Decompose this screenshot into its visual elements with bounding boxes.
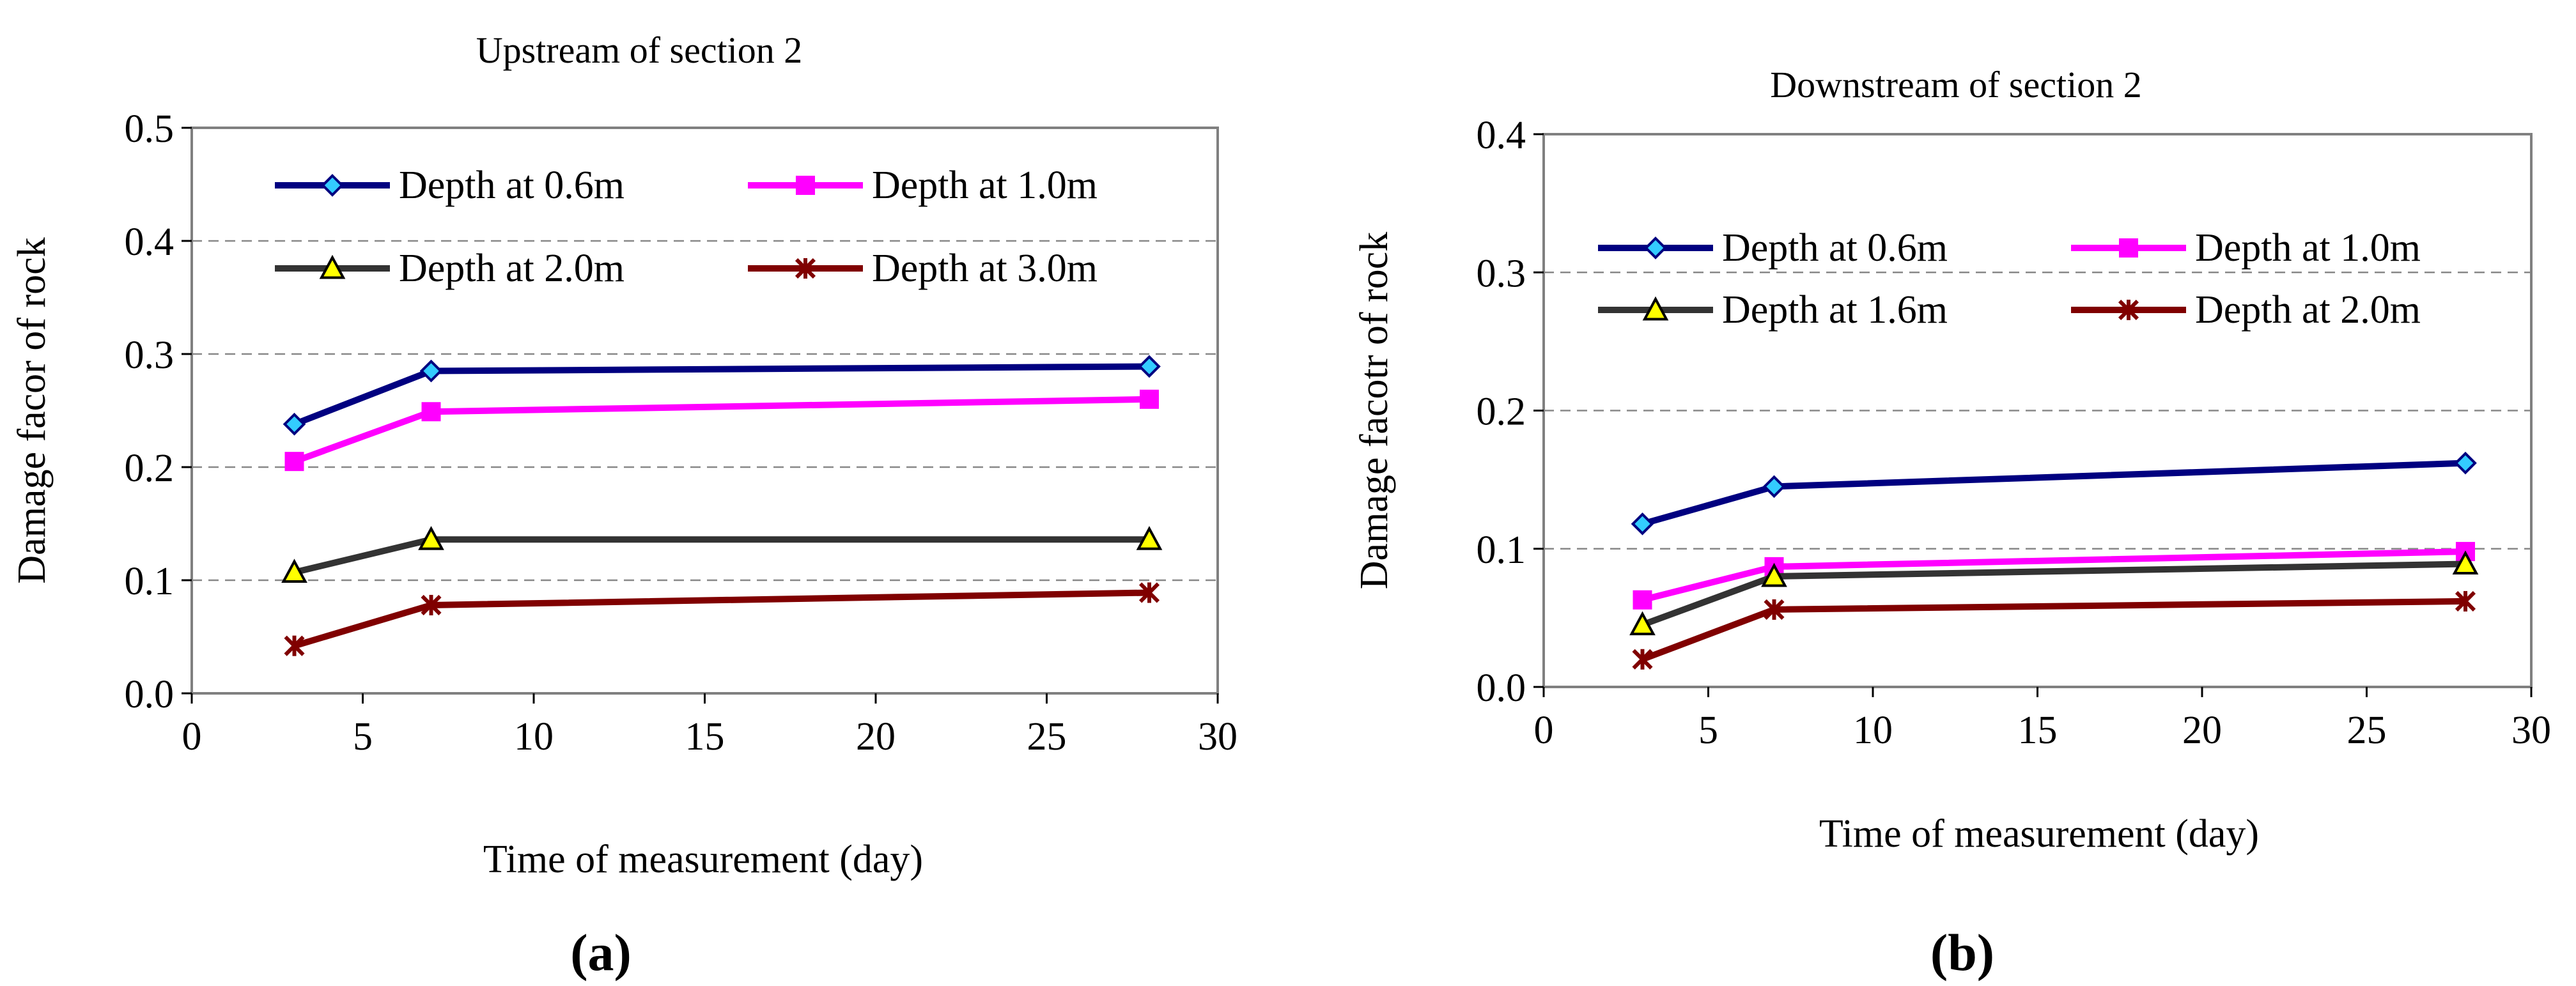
x-axis-label-0: Time of measurement (day) (483, 838, 923, 881)
data-point-0-1-1 (421, 402, 441, 422)
legend-marker-0-0 (321, 174, 344, 197)
y-tick-label-0-2: 0.2 (125, 447, 175, 490)
data-point-1-0-0 (1631, 512, 1654, 535)
series-line-0-3 (293, 589, 1150, 649)
legend-marker-0-3 (795, 258, 816, 279)
series-line-1-0 (1641, 459, 2466, 527)
x-tick-label-0-4: 20 (856, 715, 896, 759)
legend-entry-0-3: Depth at 3.0m (872, 247, 1098, 290)
y-tick-label-1-4: 0.4 (1477, 114, 1526, 157)
x-tick-label-0-6: 30 (1198, 715, 1238, 759)
data-point-0-2-1 (418, 526, 444, 550)
data-point-1-0-2 (2454, 451, 2477, 475)
x-axis-label-1: Time of measurement (day) (1819, 812, 2259, 856)
data-point-1-3-1 (1764, 599, 1785, 620)
x-tick-label-1-3: 15 (2018, 709, 2058, 752)
x-tick-label-1-5: 25 (2347, 709, 2387, 752)
legend-entry-0-2: Depth at 2.0m (399, 247, 625, 290)
data-point-0-0-0 (283, 412, 306, 436)
series-line-1-3 (1641, 597, 2466, 663)
data-point-1-1-0 (1633, 590, 1652, 610)
data-point-0-2-2 (1136, 526, 1163, 550)
y-tick-label-1-1: 0.1 (1477, 528, 1526, 572)
legend-marker-0-1 (796, 176, 815, 195)
data-point-1-3-2 (2455, 590, 2476, 612)
data-point-0-1-0 (284, 452, 304, 472)
panel-label-1: (b) (1930, 923, 1994, 982)
x-tick-label-0-2: 10 (514, 715, 554, 759)
x-tick-label-1-4: 20 (2182, 709, 2222, 752)
data-point-0-2-0 (281, 558, 307, 583)
data-point-1-2-1 (1761, 562, 1787, 587)
data-point-0-1-2 (1140, 389, 1159, 409)
x-tick-label-1-6: 30 (2511, 709, 2551, 752)
y-tick-label-0-3: 0.3 (125, 334, 175, 377)
y-tick-label-0-1: 0.1 (125, 560, 175, 603)
legend-marker-1-1 (2119, 238, 2138, 258)
data-point-1-2-2 (2452, 550, 2479, 574)
legend-entry-1-0: Depth at 0.6m (1722, 226, 1948, 270)
data-point-1-3-0 (1632, 649, 1653, 670)
x-tick-label-1-1: 5 (1698, 709, 1718, 752)
chart-panel-1: 0.0 0.1 0.2 0.3 0.4 0 5 10 15 20 25 30 Downstream of… (1353, 64, 2551, 982)
legend-entry-0-1: Depth at 1.0m (872, 164, 1098, 207)
x-tick-label-0-5: 25 (1027, 715, 1067, 759)
x-tick-label-0-0: 0 (182, 715, 202, 759)
legend-entry-1-3: Depth at 2.0m (2195, 288, 2421, 332)
x-tick-label-0-3: 15 (685, 715, 725, 759)
data-point-1-0-1 (1762, 475, 1786, 498)
y-tick-label-0-5: 0.5 (125, 107, 175, 151)
legend-marker-1-2 (1642, 296, 1669, 321)
y-tick-label-1-3: 0.3 (1477, 252, 1526, 295)
data-point-0-3-0 (284, 635, 305, 656)
data-point-0-3-1 (421, 594, 442, 615)
y-tick-label-0-0: 0.0 (125, 673, 175, 716)
plot-area-0 (190, 127, 1219, 695)
data-point-0-0-1 (419, 359, 443, 383)
y-axis-label-1: Damage facotr of rock (1353, 232, 1396, 589)
x-tick-label-1-0: 0 (1534, 709, 1554, 752)
data-point-0-3-2 (1138, 582, 1160, 603)
legend-entry-0-0: Depth at 0.6m (399, 164, 625, 207)
chart-title-1: Downstream of section 2 (1770, 64, 2141, 105)
x-tick-label-1-2: 10 (1853, 709, 1893, 752)
chart-title-0: Upstream of section 2 (476, 29, 803, 71)
legend-marker-1-3 (2118, 299, 2139, 321)
data-point-1-2-0 (1629, 611, 1656, 636)
y-tick-label-1-2: 0.2 (1477, 390, 1526, 434)
y-tick-label-0-4: 0.4 (125, 220, 175, 264)
y-axis-label-0: Damage facor of rock (10, 237, 54, 583)
legend-entry-1-1: Depth at 1.0m (2195, 226, 2421, 270)
legend-marker-0-2 (319, 254, 346, 279)
y-tick-label-1-0: 0.0 (1477, 666, 1526, 710)
x-tick-label-0-1: 5 (353, 715, 373, 759)
legend-marker-1-0 (1644, 236, 1667, 259)
legend-entry-1-2: Depth at 1.6m (1722, 288, 1948, 332)
panel-label-0: (a) (570, 923, 632, 982)
chart-panel-0: 0.0 0.1 0.2 0.3 0.4 0.5 0 5 10 15 20 25 30 Upstream o… (10, 29, 1238, 982)
data-point-0-0-2 (1138, 355, 1161, 378)
